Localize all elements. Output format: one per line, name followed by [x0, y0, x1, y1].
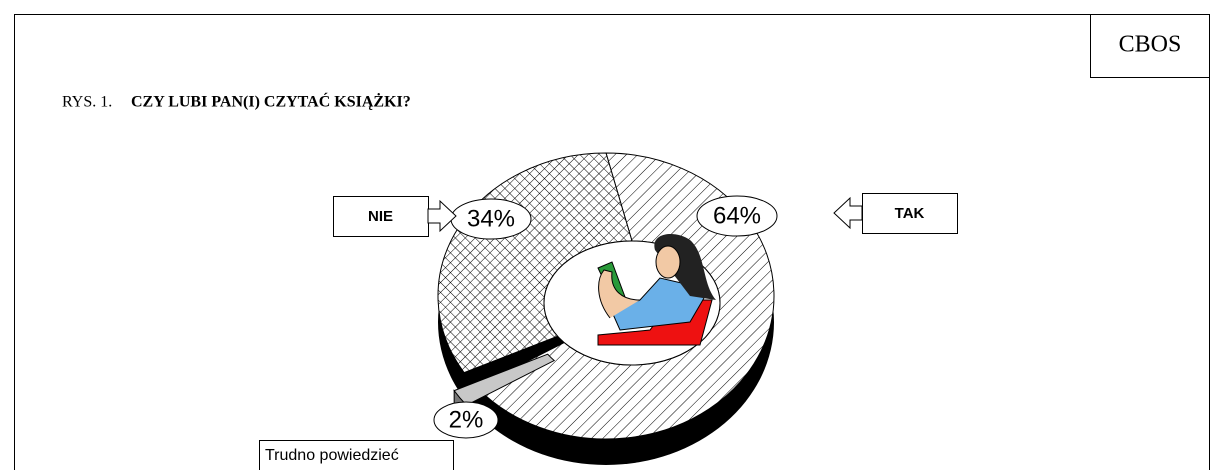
- page: {"chart_data": {"type": "pie", "source":…: [0, 0, 1211, 470]
- arrow: [428, 201, 456, 231]
- chart: CBOS RYS. 1. CZY LUBI PAN(I) CZYTAĆ KSIĄ…: [0, 0, 1211, 470]
- category-label: Trudno powiedzieć: [265, 447, 399, 464]
- category-label: NIE: [368, 208, 393, 225]
- source: CBOS: [1119, 32, 1182, 58]
- arrow: [834, 198, 862, 228]
- category-label: TAK: [895, 205, 925, 222]
- value-label: 34%: [467, 205, 515, 232]
- value-label: 2%: [449, 406, 484, 433]
- value-label: 64%: [713, 202, 761, 229]
- figure-label: RYS. 1.: [62, 94, 112, 111]
- chart-title: CZY LUBI PAN(I) CZYTAĆ KSIĄŻKI?: [131, 92, 411, 111]
